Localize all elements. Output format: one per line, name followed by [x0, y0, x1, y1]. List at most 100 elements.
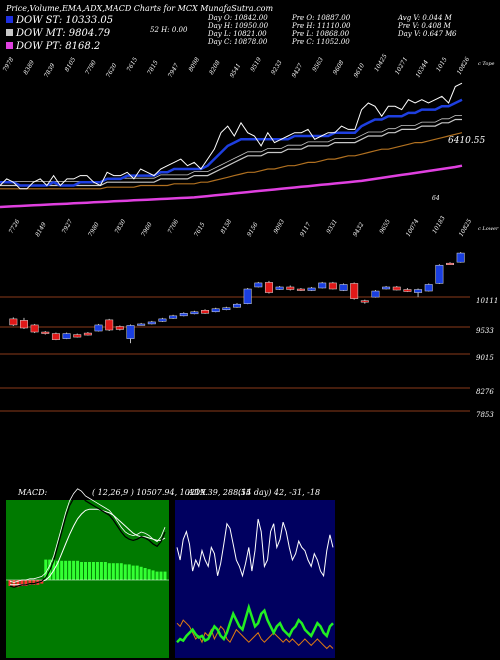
macd-histogram-bar — [95, 562, 99, 580]
macd-title: MACD: — [17, 488, 48, 497]
legend-swatch — [6, 16, 13, 23]
candle-body — [51, 333, 60, 340]
macd-histogram-bar — [87, 562, 91, 580]
top-price-label: 9541 — [229, 62, 243, 79]
macd-histogram-bar — [143, 568, 147, 580]
stat-volume: Pre V: 0.408 M — [397, 22, 452, 30]
bottom-price-label: 9432 — [352, 221, 366, 238]
top-price-label: 10425 — [373, 53, 389, 73]
adx-line — [176, 518, 334, 578]
candle-body — [126, 325, 135, 339]
legend: DOW ST: 10333.05 DOW MT: 9804.79 DOW PT: 8… — [6, 15, 113, 52]
ema-long-line — [0, 132, 463, 190]
top-tag: c Tope — [478, 61, 495, 67]
bottom-tag: c Lower — [478, 226, 499, 232]
macd-histogram-bar — [135, 565, 139, 580]
candle-body — [382, 286, 391, 290]
candle-body — [105, 319, 114, 331]
legend-item: DOW PT: 8168.2 — [15, 41, 100, 52]
top-price-label: 9427 — [291, 62, 305, 79]
macd-histogram-bar — [76, 560, 80, 580]
top-price-label: 8208 — [208, 59, 222, 76]
top-price-label: 8389 — [22, 59, 36, 76]
macd-histogram-bar — [60, 560, 64, 580]
top-price-label: 7815 — [146, 59, 160, 76]
chart-title: Price,Volume,EMA,ADX,MACD Charts for MCX… — [5, 4, 273, 13]
candle-body — [392, 286, 401, 291]
adx-title: ADX — [187, 488, 206, 497]
candle-body — [307, 287, 316, 291]
macd-histogram-bar — [115, 563, 119, 580]
candle-body — [296, 288, 305, 291]
candle-body — [243, 288, 252, 304]
macd-histogram-bar — [159, 571, 163, 580]
macd-histogram-bar — [84, 562, 88, 580]
macd-histogram-bar — [103, 562, 107, 580]
macd-histogram-bar — [44, 559, 48, 580]
ema-mid-line — [0, 118, 462, 187]
level-label: 8276 — [476, 388, 494, 396]
top-price-label: 7615 — [125, 56, 139, 73]
macd-histogram-bar — [20, 580, 24, 586]
stat-volume: Avg V: 0.044 M — [397, 14, 453, 22]
top-price-label: 7790 — [84, 59, 98, 76]
candle-body — [158, 318, 167, 322]
candle-body — [179, 313, 188, 317]
macd-histogram-bar — [91, 562, 95, 580]
macd-histogram-bar — [163, 571, 167, 580]
candle-body — [446, 262, 455, 265]
bottom-price-label: 10183 — [431, 215, 447, 235]
bottom-price-label: 7706 — [166, 218, 180, 235]
macd-histogram-bar — [119, 563, 123, 580]
legend-swatch — [6, 42, 13, 49]
bottom-price-label: 7960 — [140, 221, 154, 238]
macd-histogram-bar — [64, 560, 68, 580]
top-price-label: 10271 — [394, 56, 410, 76]
candle-body — [339, 284, 348, 291]
top-price-label: 7620 — [105, 62, 119, 79]
top-price-label: 9519 — [249, 56, 263, 73]
bottom-price-label: 9117 — [299, 221, 313, 238]
bottom-price-label: 10825 — [458, 218, 474, 238]
bottom-price-label: 7980 — [87, 221, 101, 238]
candle-body — [233, 303, 241, 308]
marker-label: 64 — [432, 195, 440, 202]
macd-histogram-bar — [151, 570, 155, 580]
macd-histogram-bar — [147, 569, 151, 580]
candlestick-panel: 10111 9533 9015 8276 7853 — [0, 252, 498, 419]
candle-body — [62, 333, 71, 339]
legend-item: DOW MT: 9804.79 — [15, 28, 111, 39]
macd-histogram-bar — [8, 580, 12, 586]
macd-histogram-bar — [107, 563, 111, 580]
macd-histogram-bar — [131, 565, 135, 580]
ema-mid-band — [0, 115, 462, 182]
candle-body — [435, 264, 444, 284]
price-line — [0, 82, 463, 190]
stat-day: Day O: 10842.00 — [207, 14, 268, 22]
macd-params: ( 12,26,9 ) 10507.94, 10219.39, 288.55 — [92, 488, 251, 497]
bottom-price-label: 9093 — [272, 218, 286, 235]
top-price-label: 10344 — [414, 59, 430, 79]
candle-body — [190, 311, 199, 315]
candle-body — [41, 331, 50, 334]
candle-body — [286, 286, 295, 290]
adx-panel: ADX (14 day) 42, -31, -18 — [175, 488, 335, 658]
level-label: 9015 — [476, 354, 494, 362]
candle-body — [456, 252, 465, 263]
candle-body — [19, 320, 28, 329]
candle-body — [9, 318, 18, 326]
bottom-price-label: 7615 — [193, 221, 207, 238]
candle-body — [137, 323, 146, 326]
bottom-price-label: 7830 — [114, 218, 128, 235]
candle-body — [147, 321, 156, 325]
candle-body — [328, 282, 337, 290]
adx-di-plus-line — [176, 603, 334, 644]
level-label: 9533 — [476, 327, 494, 335]
candle-body — [350, 283, 359, 299]
macd-histogram-bar — [99, 562, 103, 580]
macd-panel: MACD: ( 12,26,9 ) 10507.94, 10219.39, 288… — [6, 488, 251, 658]
adx-params: (14 day) 42, -31, -18 — [238, 488, 320, 497]
candle-body — [318, 282, 327, 289]
top-price-label: 7978 — [2, 56, 16, 73]
